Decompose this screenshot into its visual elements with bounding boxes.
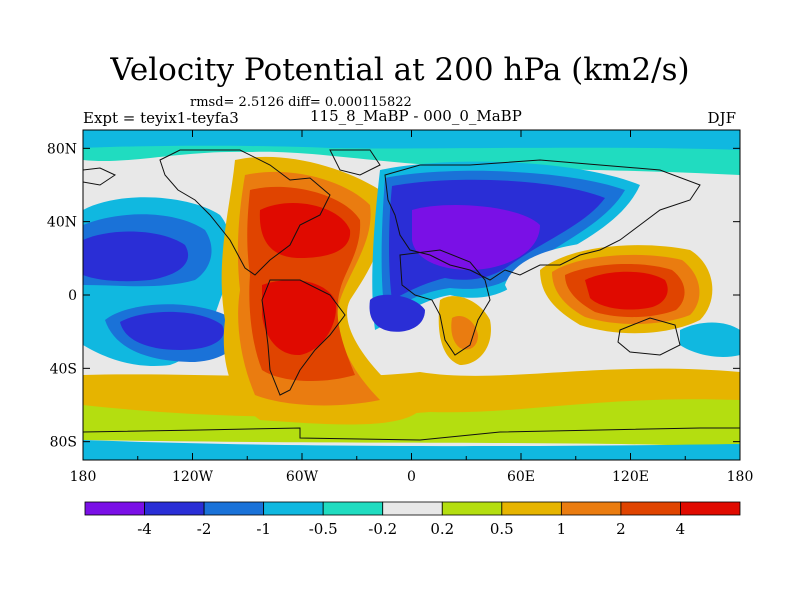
colorbar-label: 0.5 [490, 520, 514, 538]
y-axis: 80N 40N 0 40S 80S [47, 141, 740, 451]
y-tick-label: 40S [50, 361, 77, 377]
y-tick-label: 0 [68, 288, 77, 304]
x-tick-label: 180 [70, 469, 97, 485]
x-tick-label: 120E [612, 469, 649, 485]
south-america-outline [261, 279, 346, 396]
eurasia-purple-low [412, 205, 540, 270]
africa-outline [399, 249, 491, 356]
x-tick-label: 120W [172, 469, 214, 485]
africa-blue-tongue [369, 294, 425, 332]
colorbar-swatch [144, 501, 205, 516]
north-america-outline [159, 149, 331, 276]
colorbar: -4 -2 -1 -0.5 -0.2 0.2 0.5 1 2 4 [84, 501, 741, 538]
southern-lime-band [83, 399, 740, 448]
x-tick-label: 180 [727, 469, 754, 485]
colorbar-swatch [203, 501, 265, 516]
colorbar-label: -2 [197, 520, 212, 538]
europe-asia-outline [384, 159, 701, 281]
greenland-outline [329, 149, 381, 176]
maritime-red-high [585, 271, 668, 310]
colorbar-swatch [322, 501, 384, 516]
colorbar-label: 4 [676, 520, 686, 538]
x-tick-label: 0 [407, 469, 416, 485]
x-axis: 180 120W 60W 0 60E 120E 180 [70, 130, 754, 485]
y-tick-label: 80S [50, 435, 77, 451]
plot-title: Velocity Potential at 200 hPa (km2/s) [110, 52, 690, 88]
colorbar-swatch [501, 501, 562, 516]
season-label: DJF [707, 109, 736, 127]
colorbar-label: -0.2 [368, 520, 397, 538]
y-tick-label: 40N [47, 215, 77, 231]
colorbar-swatch [680, 501, 741, 516]
north-america-red-high [259, 202, 351, 258]
colorbar-label: 0.2 [430, 520, 454, 538]
colorbar-swatch [620, 501, 681, 516]
colorbar-swatch [84, 501, 145, 516]
colorbar-swatch [560, 501, 622, 516]
x-tick-label: 60E [507, 469, 535, 485]
alaska-outline [83, 167, 117, 186]
colorbar-swatch [263, 501, 324, 516]
colorbar-swatch [382, 501, 443, 516]
south-pacific-deep [120, 311, 224, 350]
east-pacific-cyan [680, 322, 740, 357]
case-label: 115_8_MaBP - 000_0_MaBP [310, 107, 522, 125]
colorbar-label: 2 [616, 520, 626, 538]
colorbar-label: -0.5 [309, 520, 338, 538]
experiment-label: Expt = teyix1-teyfa3 [83, 109, 239, 127]
coastlines [83, 149, 740, 441]
stats-label: rmsd= 2.5126 diff= 0.000115822 [190, 95, 412, 110]
antarctica-outline [83, 427, 740, 441]
australia-outline [617, 317, 681, 356]
pacific-deep-low [83, 231, 189, 282]
south-america-red-high [262, 280, 336, 356]
northern-cyan-band [83, 130, 740, 150]
antarctic-cyan-band [83, 440, 740, 460]
colorbar-label: -4 [137, 520, 152, 538]
colorbar-label: -1 [256, 520, 271, 538]
velocity-potential-field [83, 130, 740, 460]
colorbar-label: 1 [557, 520, 567, 538]
y-tick-label: 80N [47, 141, 77, 157]
x-tick-label: 60W [286, 469, 319, 485]
colorbar-swatch [441, 501, 503, 516]
